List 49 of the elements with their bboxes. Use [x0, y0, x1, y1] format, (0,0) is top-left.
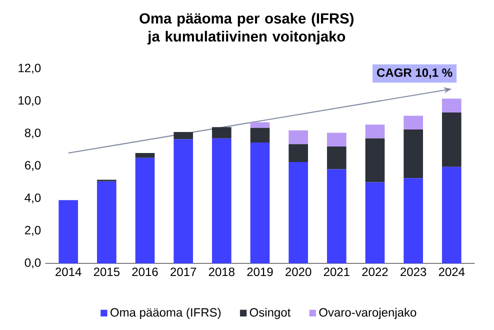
y-tick-label: 6,0	[24, 161, 41, 171]
x-tick-label: 2024	[438, 268, 465, 276]
bar	[135, 158, 155, 264]
bar	[404, 116, 423, 130]
bar	[442, 98, 462, 112]
bar	[404, 130, 423, 178]
bar	[174, 139, 193, 264]
bar	[250, 122, 270, 128]
y-tick-label: 0,0	[24, 258, 41, 268]
bar	[97, 181, 116, 264]
y-tick-label: 4,0	[24, 193, 41, 204]
bar	[404, 178, 423, 264]
bar	[365, 124, 385, 138]
bar	[288, 130, 308, 144]
x-tick-label: 2018	[208, 268, 234, 276]
bar	[174, 132, 193, 140]
annotation: CAGR 10,1 %	[377, 68, 452, 79]
bar	[442, 112, 462, 167]
x-tick-label: 2022	[362, 268, 388, 276]
y-tick-label: 12,0	[18, 64, 41, 74]
legend-label: Osingot	[250, 308, 291, 320]
x-tick-label: 2016	[132, 268, 158, 276]
bar	[327, 132, 346, 147]
bar	[250, 142, 270, 264]
bar	[365, 138, 385, 182]
x-tick-label: 2023	[400, 268, 426, 276]
x-tick-label: 2021	[324, 268, 350, 276]
y-tick-label: 2,0	[24, 226, 41, 236]
bar	[288, 144, 308, 162]
bar	[365, 182, 385, 264]
x-tick-label: 2014	[56, 268, 82, 276]
x-tick-label: 2020	[286, 268, 312, 276]
legend-label: Ovaro-varojenjako	[319, 308, 416, 320]
bar	[442, 166, 462, 264]
bar	[250, 128, 270, 142]
bar	[212, 138, 232, 264]
bar	[327, 146, 346, 170]
x-tick-label: 2017	[170, 268, 196, 276]
y-tick-label: 10,0	[18, 96, 41, 106]
bar	[212, 127, 232, 138]
x-tick-label: 2015	[94, 268, 120, 276]
bar	[327, 169, 346, 264]
legend-label: Oma pääoma (IFRS)	[110, 308, 221, 320]
bar	[288, 162, 308, 264]
bar	[135, 153, 155, 158]
bar	[58, 200, 78, 264]
y-tick-label: 8,0	[24, 128, 41, 139]
chart-title: Oma pääoma per osake (IFRS) ja kumulatiivinen voitonjako	[140, 12, 354, 44]
x-tick-label: 2019	[247, 268, 273, 276]
